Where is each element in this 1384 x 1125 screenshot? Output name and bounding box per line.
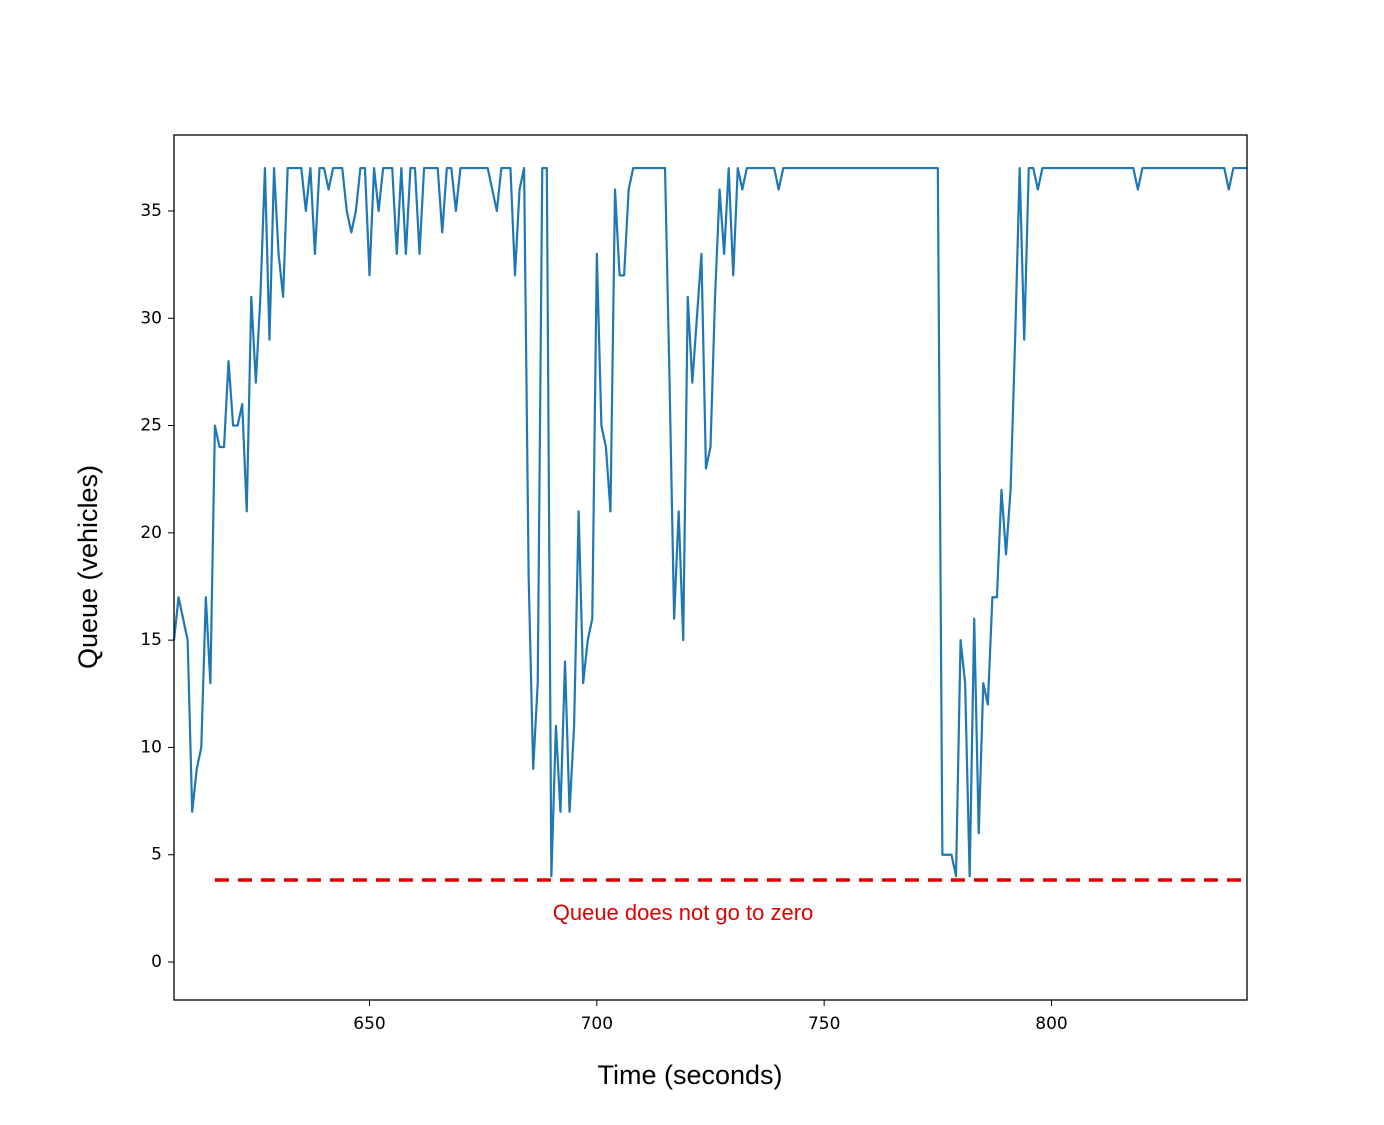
x-tick-label: 800 [1035,1014,1067,1034]
y-tick-label: 5 [151,845,162,865]
plot-frame [173,134,1248,1001]
y-axis-label: Queue (vehicles) [73,465,103,669]
y-tick-label: 35 [140,201,162,221]
y-tick-label: 25 [140,416,162,436]
y-tick-label: 30 [140,308,162,328]
annotation-text: Queue does not go to zero [553,900,814,925]
x-tick-label: 750 [808,1014,840,1034]
line-series [172,166,1247,878]
x-tick-label: 650 [353,1014,385,1034]
y-tick-label: 15 [140,630,162,650]
y-tick-label: 10 [140,737,162,757]
y-tick-label: 0 [151,952,162,972]
x-tick-label: 700 [581,1014,613,1034]
x-axis-label: Time (seconds) [597,1060,782,1090]
y-tick-label: 20 [140,523,162,543]
